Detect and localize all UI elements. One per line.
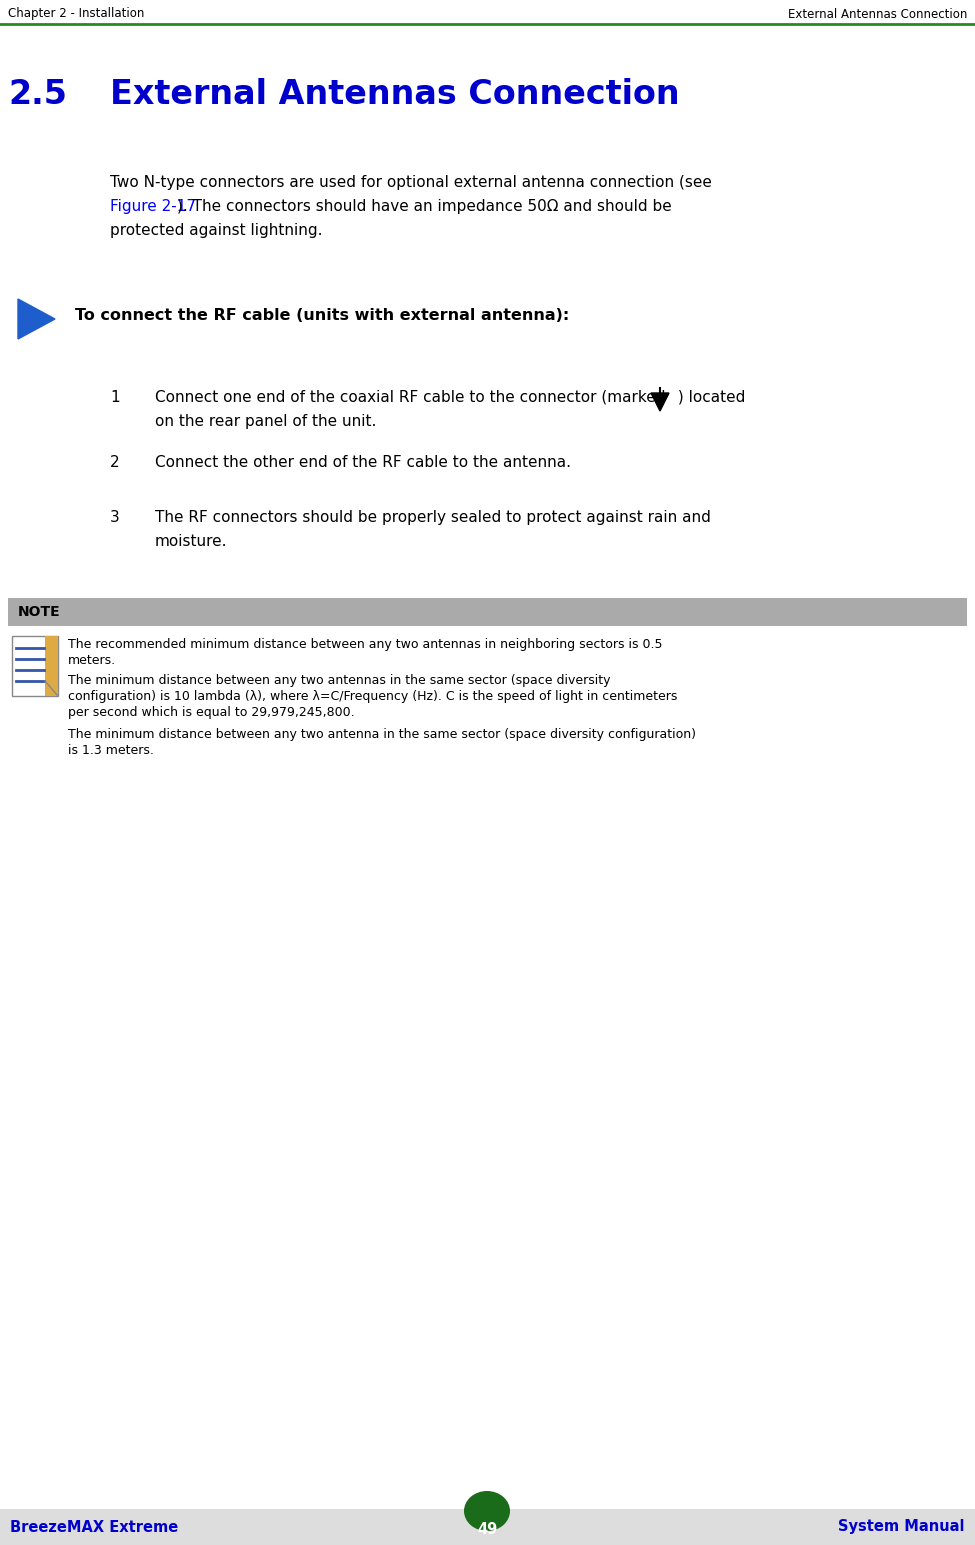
Text: protected against lightning.: protected against lightning.: [110, 222, 323, 238]
Text: ) located: ) located: [673, 389, 745, 405]
Text: 1: 1: [110, 389, 120, 405]
Text: The minimum distance between any two antenna in the same sector (space diversity: The minimum distance between any two ant…: [68, 728, 696, 742]
Text: Two N-type connectors are used for optional external antenna connection (see: Two N-type connectors are used for optio…: [110, 175, 712, 190]
Text: 3: 3: [110, 510, 120, 525]
Text: ). The connectors should have an impedance 50Ω and should be: ). The connectors should have an impedan…: [177, 199, 672, 215]
Text: 49: 49: [477, 1522, 497, 1536]
Bar: [12, 637, 58, 695]
Text: 2: 2: [110, 454, 120, 470]
Text: The RF connectors should be properly sealed to protect against rain and: The RF connectors should be properly sea…: [155, 510, 711, 525]
Text: The recommended minimum distance between any two antennas in neighboring sectors: The recommended minimum distance between…: [68, 638, 662, 650]
Text: per second which is equal to 29,979,245,800.: per second which is equal to 29,979,245,…: [68, 706, 355, 718]
Text: System Manual: System Manual: [838, 1519, 965, 1534]
Text: 2.5: 2.5: [8, 77, 67, 111]
Text: on the rear panel of the unit.: on the rear panel of the unit.: [155, 414, 376, 430]
Text: NOTE: NOTE: [18, 606, 60, 620]
Text: Figure 2-17: Figure 2-17: [110, 199, 196, 215]
Text: Connect the other end of the RF cable to the antenna.: Connect the other end of the RF cable to…: [155, 454, 571, 470]
Text: BreezeMAX Extreme: BreezeMAX Extreme: [10, 1519, 178, 1534]
Polygon shape: [18, 300, 55, 338]
Text: configuration) is 10 lambda (λ), where λ=C/Frequency (Hz). C is the speed of lig: configuration) is 10 lambda (λ), where λ…: [68, 691, 678, 703]
Text: To connect the RF cable (units with external antenna):: To connect the RF cable (units with exte…: [75, 307, 569, 323]
Text: is 1.3 meters.: is 1.3 meters.: [68, 745, 154, 757]
Text: The minimum distance between any two antennas in the same sector (space diversit: The minimum distance between any two ant…: [68, 674, 610, 688]
Polygon shape: [651, 392, 669, 411]
Text: Chapter 2 - Installation: Chapter 2 - Installation: [8, 8, 144, 20]
Text: Connect one end of the coaxial RF cable to the connector (marked: Connect one end of the coaxial RF cable …: [155, 389, 671, 405]
Text: External Antennas Connection: External Antennas Connection: [788, 8, 967, 20]
Ellipse shape: [464, 1491, 510, 1531]
Bar: [45, 637, 58, 695]
Bar: [8, 598, 967, 626]
Bar: [0, 1509, 975, 1545]
Text: meters.: meters.: [68, 654, 116, 667]
Text: moisture.: moisture.: [155, 535, 227, 548]
Text: External Antennas Connection: External Antennas Connection: [110, 77, 680, 111]
